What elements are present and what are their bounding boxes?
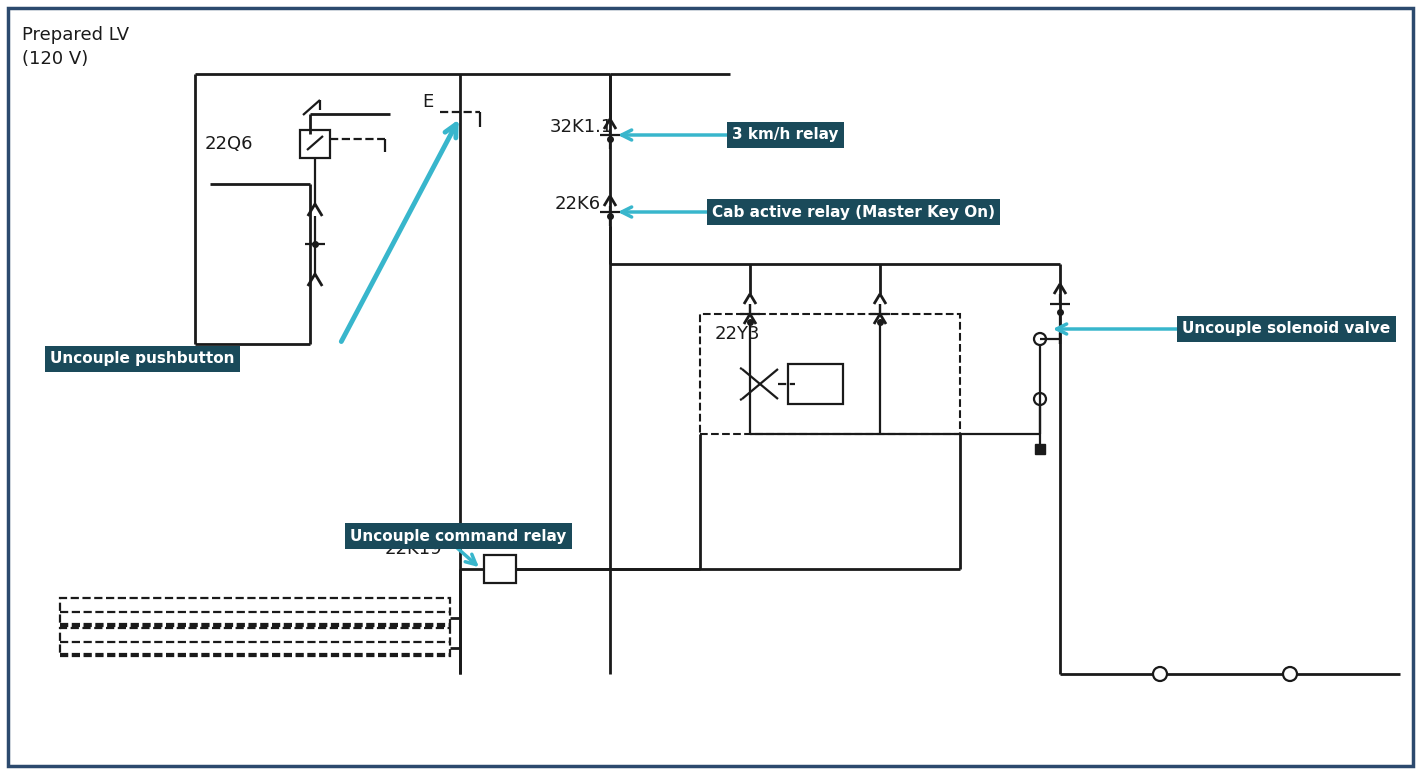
Text: 22Q6: 22Q6 [205,135,253,153]
Text: Prepared LV: Prepared LV [21,26,129,44]
Text: 22K6: 22K6 [556,195,601,213]
Text: 22Y3: 22Y3 [715,325,760,343]
Text: Uncouple command relay: Uncouple command relay [350,529,567,543]
Text: 32K1.1: 32K1.1 [550,118,614,136]
Bar [60,628,450,656]
Bar [60,598,450,626]
Bar [789,364,843,404]
Text: 22K19: 22K19 [385,540,442,558]
Bar [300,130,330,158]
Text: E: E [422,93,433,111]
Bar [701,314,961,434]
Text: Uncouple pushbutton: Uncouple pushbutton [50,351,234,367]
Bar [485,555,516,583]
Text: Cab active relay (Master Key On): Cab active relay (Master Key On) [712,204,995,220]
Text: (120 V): (120 V) [21,50,88,68]
Text: Uncouple solenoid valve: Uncouple solenoid valve [1182,321,1390,337]
FancyBboxPatch shape [9,8,1412,766]
Text: 3 km/h relay: 3 km/h relay [732,128,838,142]
